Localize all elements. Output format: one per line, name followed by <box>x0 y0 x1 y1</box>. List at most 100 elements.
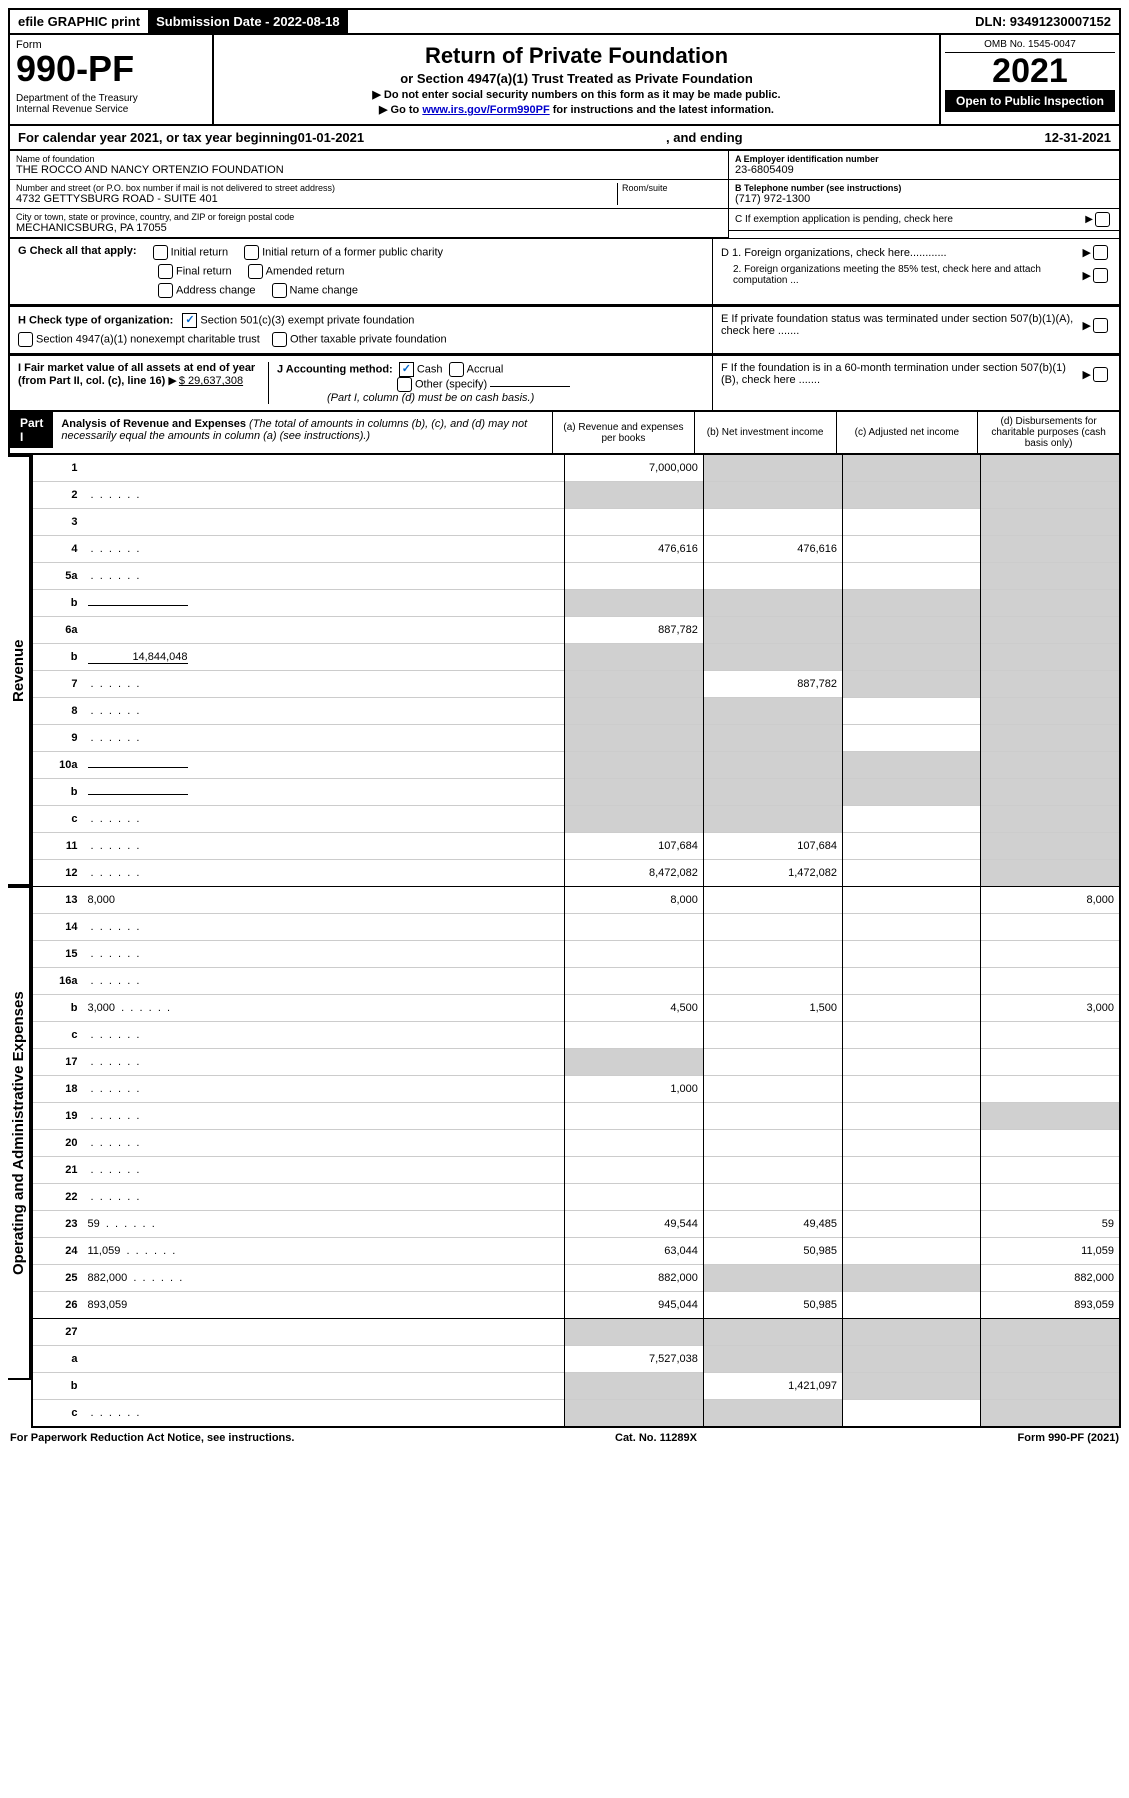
row-number: 22 <box>32 1184 83 1211</box>
cell-c <box>843 833 981 860</box>
address-label: Number and street (or P.O. box number if… <box>16 183 617 193</box>
form-note-1: ▶ Do not enter social security numbers o… <box>222 88 931 101</box>
c-checkbox[interactable] <box>1095 212 1110 227</box>
cell-c <box>843 806 981 833</box>
ein-value: 23-6805409 <box>735 164 1113 176</box>
row-desc: . . . . . . <box>83 1130 565 1157</box>
g-cb-final[interactable] <box>158 264 173 279</box>
table-row: 16a . . . . . . <box>32 968 1120 995</box>
col-b-header: (b) Net investment income <box>694 412 836 453</box>
d1-checkbox[interactable] <box>1093 245 1108 260</box>
row-number: b <box>32 590 83 617</box>
cell-c <box>843 509 981 536</box>
cell-c <box>843 995 981 1022</box>
table-row: 21 . . . . . . <box>32 1157 1120 1184</box>
table-row: a7,527,038 <box>32 1346 1120 1373</box>
j-note: (Part I, column (d) must be on cash basi… <box>277 392 704 404</box>
cell-a <box>564 752 703 779</box>
j-cb-accrual[interactable] <box>449 362 464 377</box>
form-header: Form 990-PF Department of the Treasury I… <box>8 35 1121 126</box>
j-cb-other[interactable] <box>397 377 412 392</box>
cell-a <box>564 779 703 806</box>
g-cb-initial-former[interactable] <box>244 245 259 260</box>
cell-c <box>843 1157 981 1184</box>
row-desc: . . . . . . <box>83 698 565 725</box>
d1-label: D 1. Foreign organizations, check here..… <box>721 247 1083 259</box>
address-value: 4732 GETTYSBURG ROAD - SUITE 401 <box>16 193 617 205</box>
instructions-link[interactable]: www.irs.gov/Form990PF <box>422 104 549 116</box>
row-desc: . . . . . . <box>83 860 565 887</box>
row-desc <box>83 779 565 806</box>
arrow-icon <box>168 375 178 387</box>
row-number: 12 <box>32 860 83 887</box>
d2-checkbox[interactable] <box>1093 268 1108 283</box>
cell-c <box>843 563 981 590</box>
cell-a: 8,472,082 <box>564 860 703 887</box>
cell-a <box>564 1319 703 1346</box>
table-row: 27 <box>32 1319 1120 1346</box>
row-number: 23 <box>32 1211 83 1238</box>
cell-a <box>564 1103 703 1130</box>
cell-a <box>564 563 703 590</box>
row-number: 16a <box>32 968 83 995</box>
row-number: 21 <box>32 1157 83 1184</box>
cell-c <box>843 1400 981 1428</box>
cell-d <box>981 563 1120 590</box>
cell-b <box>703 779 842 806</box>
cell-d: 59 <box>981 1211 1120 1238</box>
cell-c <box>843 725 981 752</box>
e-checkbox[interactable] <box>1093 318 1108 333</box>
row-number: c <box>32 1400 83 1428</box>
city-label: City or town, state or province, country… <box>16 212 722 222</box>
g-cb-name[interactable] <box>272 283 287 298</box>
table-row: b1,421,097 <box>32 1373 1120 1400</box>
cell-c <box>843 536 981 563</box>
g-cb-amended[interactable] <box>248 264 263 279</box>
h-cb-4947[interactable] <box>18 332 33 347</box>
row-number: 8 <box>32 698 83 725</box>
row-number: 24 <box>32 1238 83 1265</box>
cell-c <box>843 887 981 914</box>
foundation-name: THE ROCCO AND NANCY ORTENZIO FOUNDATION <box>16 164 722 176</box>
j-cb-cash[interactable] <box>399 362 414 377</box>
cell-c <box>843 779 981 806</box>
cell-b: 1,421,097 <box>703 1373 842 1400</box>
table-row: c . . . . . . <box>32 1022 1120 1049</box>
h-cb-501c3[interactable] <box>182 313 197 328</box>
row-desc: . . . . . . <box>83 1076 565 1103</box>
arrow-icon <box>1083 319 1093 332</box>
cell-b <box>703 563 842 590</box>
cell-a <box>564 1157 703 1184</box>
row-desc <box>83 590 565 617</box>
cell-b <box>703 1022 842 1049</box>
cell-a: 882,000 <box>564 1265 703 1292</box>
cell-a <box>564 914 703 941</box>
h-cb-other[interactable] <box>272 332 287 347</box>
cell-d <box>981 644 1120 671</box>
room-label: Room/suite <box>622 183 722 193</box>
cell-d <box>981 1184 1120 1211</box>
foundation-name-label: Name of foundation <box>16 154 722 164</box>
cell-d <box>981 806 1120 833</box>
arrow-icon <box>1083 269 1093 282</box>
row-desc: 3,000 . . . . . . <box>83 995 565 1022</box>
part1-label: Part I <box>10 412 53 448</box>
cell-d: 11,059 <box>981 1238 1120 1265</box>
row-desc: . . . . . . <box>83 1049 565 1076</box>
efile-label[interactable]: efile GRAPHIC print <box>10 10 148 33</box>
cell-a <box>564 806 703 833</box>
footer-mid: Cat. No. 11289X <box>615 1432 697 1444</box>
submission-date: Submission Date - 2022-08-18 <box>148 10 348 33</box>
f-checkbox[interactable] <box>1093 367 1108 382</box>
g-cb-address[interactable] <box>158 283 173 298</box>
footer: For Paperwork Reduction Act Notice, see … <box>8 1428 1121 1448</box>
ij-section: I Fair market value of all assets at end… <box>8 355 1121 412</box>
table-row: 26893,059945,04450,985893,059 <box>32 1292 1120 1319</box>
cell-d <box>981 1346 1120 1373</box>
table-row: 10a <box>32 752 1120 779</box>
row-desc <box>83 617 565 644</box>
cell-a <box>564 698 703 725</box>
cell-d <box>981 590 1120 617</box>
row-number: 25 <box>32 1265 83 1292</box>
g-cb-initial[interactable] <box>153 245 168 260</box>
